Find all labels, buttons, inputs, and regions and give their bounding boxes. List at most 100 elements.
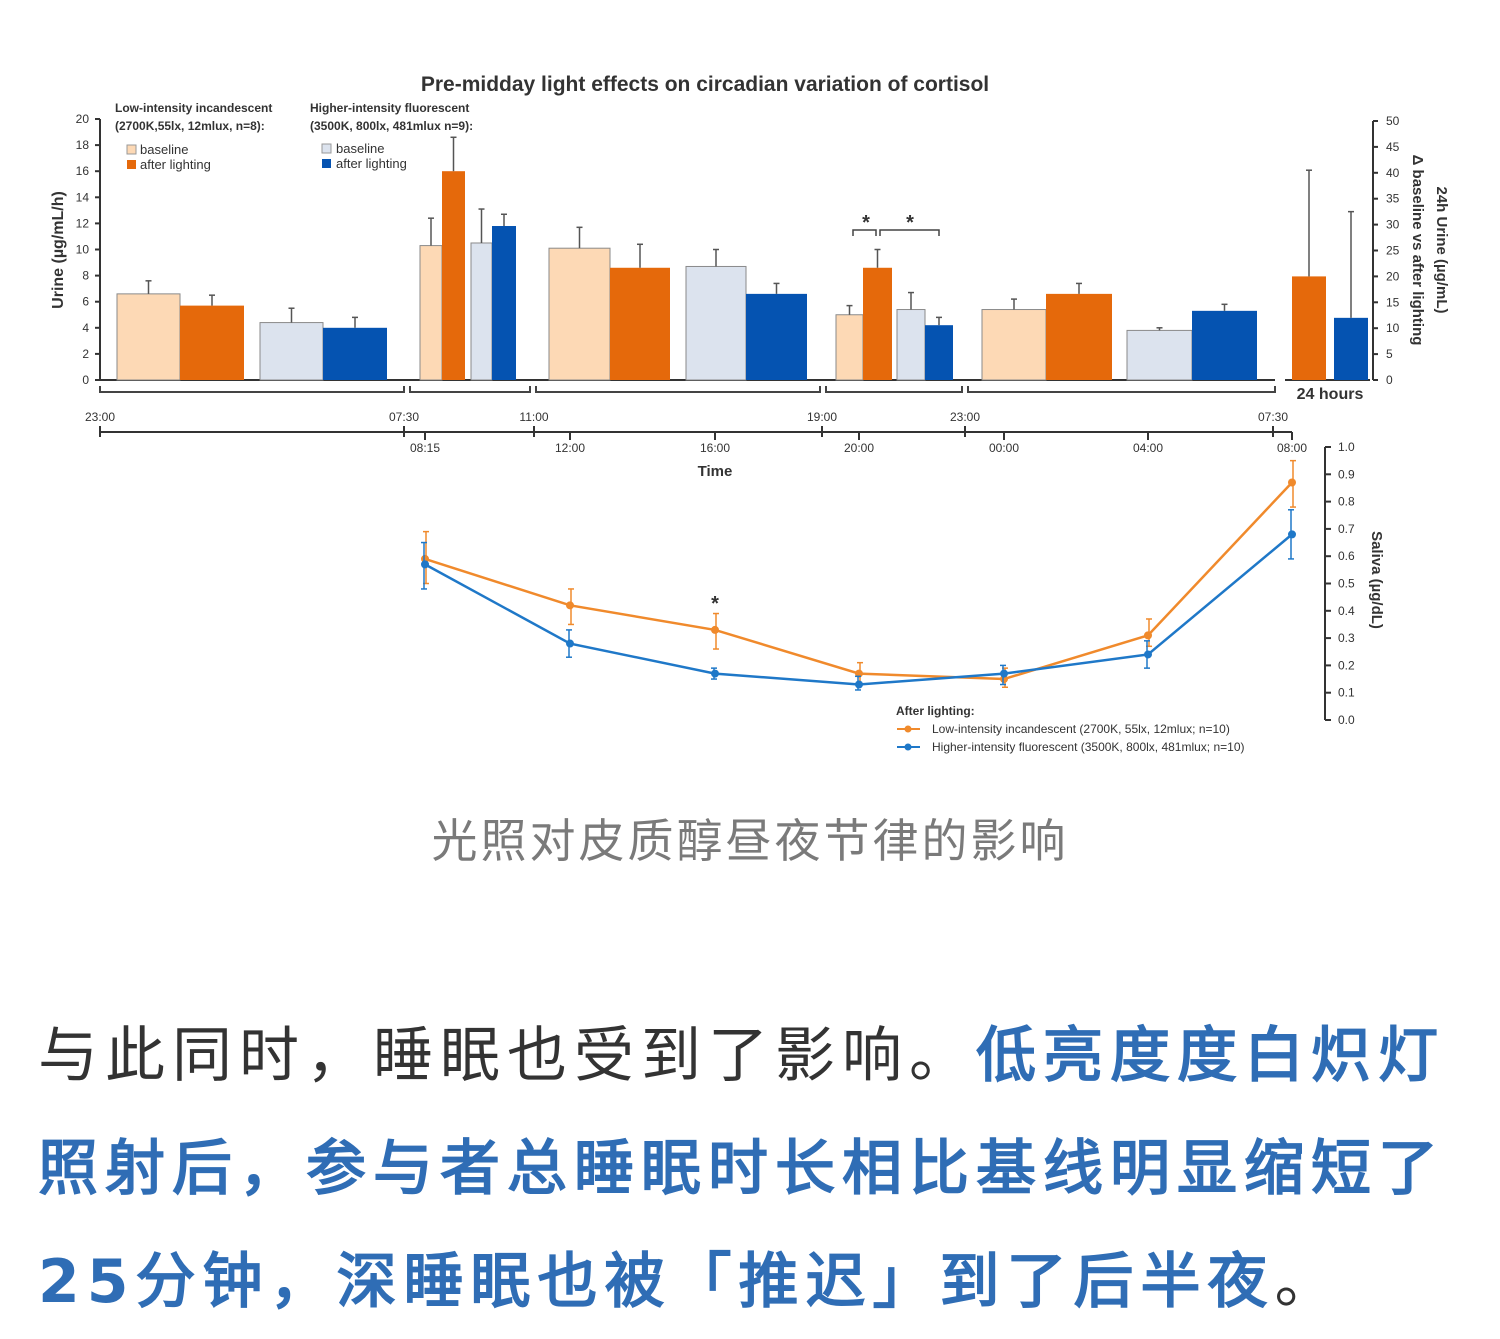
legend-marker — [904, 725, 912, 733]
bar-low-baseline — [548, 247, 611, 381]
data-point-fluorescent — [1000, 669, 1008, 678]
figure-caption: 光照对皮质醇昼夜节律的影响 — [431, 814, 1069, 868]
y-tick-label: 18 — [76, 138, 90, 152]
y2-axis-label-sub: Δ baseline vs after lighting — [1409, 155, 1426, 346]
legend-entry: Low-intensity incandescent (2700K, 55lx,… — [932, 722, 1230, 736]
y2-tick-label: 35 — [1386, 192, 1400, 206]
interval-bracket — [825, 386, 963, 393]
chart-title: Pre-midday light effects on circadian va… — [421, 73, 989, 96]
bar-24h-delta — [1334, 317, 1368, 380]
timepoint-tick-label: 04:00 — [1133, 441, 1163, 455]
timepoint-tick-label: 20:00 — [844, 441, 874, 455]
paragraph-highlight: 低亮度度白炽灯照射后，参与者总睡眠时长相比基线明显缩短了25分钟，深睡眠也被「推… — [38, 1021, 1445, 1317]
data-point-incandescent — [566, 601, 574, 610]
y-tick-label: 10 — [76, 243, 90, 257]
interval-tick-label: 07:30 — [389, 410, 419, 424]
saliva-tick-label: 0.9 — [1338, 467, 1355, 481]
data-point-fluorescent — [566, 639, 574, 648]
legend-low-title: Low-intensity incandescent — [115, 101, 272, 115]
data-point-incandescent — [1144, 631, 1152, 640]
legend-low-after: after lighting — [140, 157, 211, 172]
bar-low-baseline — [835, 314, 864, 381]
data-point-fluorescent — [1288, 530, 1296, 539]
data-point-fluorescent — [711, 669, 719, 678]
bar-high-after — [1192, 310, 1257, 380]
data-point-incandescent — [711, 625, 719, 634]
y2-tick-label: 15 — [1386, 295, 1400, 309]
legend-high-baseline: baseline — [336, 141, 384, 156]
timepoint-tick-label: 16:00 — [700, 441, 730, 455]
bar-high-after — [323, 327, 387, 380]
y-tick-label: 20 — [76, 112, 90, 126]
bar-low-after — [610, 267, 670, 380]
interval-tick-label: 23:00 — [950, 410, 980, 424]
data-point-fluorescent — [855, 680, 863, 689]
saliva-tick-label: 0.0 — [1338, 713, 1355, 727]
legend-entry: Higher-intensity fluorescent (3500K, 800… — [932, 740, 1245, 754]
timepoint-tick-label: 08:00 — [1277, 441, 1307, 455]
bar-low-after — [863, 267, 892, 380]
saliva-axis-label: Saliva (µg/dL) — [1368, 531, 1385, 629]
significance-bracket — [852, 229, 877, 236]
y2-tick-label: 10 — [1386, 321, 1400, 335]
y-tick-label: 4 — [82, 321, 89, 335]
timepoint-tick-label: 08:15 — [410, 441, 440, 455]
data-point-fluorescent — [421, 560, 429, 569]
legend-low-subtitle: (2700K,55lx, 12mlux, n=8): — [115, 119, 265, 133]
saliva-tick-label: 0.6 — [1338, 549, 1355, 563]
bar-low-after — [180, 305, 244, 380]
timepoint-tick-label: 12:00 — [555, 441, 585, 455]
bar-high-baseline — [1126, 329, 1193, 381]
bar-low-after — [442, 171, 465, 380]
bar-high-baseline — [685, 265, 747, 381]
y2-tick-label: 5 — [1386, 347, 1393, 361]
interval-tick-label: 07:30 — [1258, 410, 1288, 424]
legend-high-after-swatch — [322, 159, 331, 168]
y2-tick-label: 25 — [1386, 244, 1400, 258]
saliva-tick-label: 1.0 — [1338, 440, 1355, 454]
paragraph-text: 与此同时，睡眠也受到了影响。 — [38, 1021, 976, 1091]
interval-bracket — [535, 386, 821, 393]
interval-bracket — [99, 386, 405, 393]
legend-low-after-swatch — [127, 160, 136, 169]
y-tick-label: 2 — [82, 347, 89, 361]
bar-low-baseline — [116, 293, 181, 381]
y-tick-label: 14 — [76, 190, 90, 204]
bar-low-baseline — [419, 245, 443, 381]
y-tick-label: 12 — [76, 216, 90, 230]
y2-tick-label: 0 — [1386, 373, 1393, 387]
y2-tick-label: 20 — [1386, 269, 1400, 283]
legend-high-subtitle: (3500K, 800lx, 481mlux n=9): — [310, 119, 473, 133]
y-tick-label: 8 — [82, 269, 89, 283]
interval-tick-label: 19:00 — [807, 410, 837, 424]
bar-high-after — [746, 293, 807, 380]
series-line-incandescent — [424, 481, 1293, 681]
y2-axis-label: 24h Urine (µg/mL) — [1433, 187, 1450, 314]
x-axis-label: Time — [698, 463, 733, 480]
bar-high-baseline — [896, 309, 926, 381]
delta-24h-label: 24 hours — [1297, 386, 1364, 403]
legend-title: After lighting: — [896, 704, 975, 718]
saliva-tick-label: 0.7 — [1338, 522, 1355, 536]
saliva-tick-label: 0.1 — [1338, 686, 1355, 700]
paragraph-end: 。 — [1274, 1247, 1342, 1317]
legend-low-baseline-swatch — [126, 144, 137, 155]
interval-tick-label: 23:00 — [85, 410, 115, 424]
y-tick-label: 16 — [76, 164, 90, 178]
saliva-tick-label: 0.2 — [1338, 658, 1355, 672]
legend-low-baseline: baseline — [140, 142, 188, 157]
significance-marker: * — [906, 212, 914, 234]
timepoint-tick-label: 00:00 — [989, 441, 1019, 455]
interval-bracket — [409, 386, 531, 393]
interval-tick-label: 11:00 — [519, 410, 548, 424]
bar-high-baseline — [470, 242, 493, 381]
cortisol-figure: Pre-midday light effects on circadian va… — [50, 73, 1450, 754]
bar-high-baseline — [259, 322, 324, 381]
interval-bracket — [967, 386, 1276, 393]
saliva-tick-label: 0.5 — [1338, 577, 1355, 591]
saliva-tick-label: 0.8 — [1338, 495, 1355, 509]
saliva-tick-label: 0.4 — [1338, 604, 1355, 618]
bar-24h-delta — [1292, 276, 1326, 380]
saliva-tick-label: 0.3 — [1338, 631, 1355, 645]
legend-high-baseline-swatch — [321, 143, 332, 154]
